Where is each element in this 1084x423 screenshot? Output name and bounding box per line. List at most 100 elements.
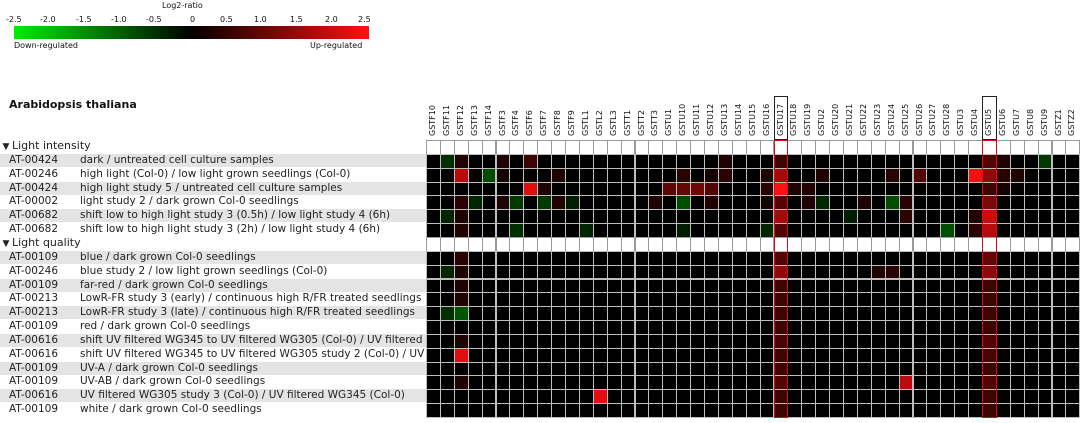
heatmap-cell[interactable]: [884, 320, 900, 335]
heatmap-cell[interactable]: [898, 153, 914, 169]
heatmap-cell[interactable]: [523, 306, 539, 322]
heatmap-cell[interactable]: [690, 389, 705, 405]
heatmap-cell[interactable]: [481, 292, 497, 308]
heatmap-cell[interactable]: [954, 181, 970, 197]
heatmap-cell[interactable]: [578, 292, 594, 308]
heatmap-cell[interactable]: [1051, 306, 1067, 322]
heatmap-cell[interactable]: [995, 250, 1011, 266]
section-header[interactable]: ▼ Light intensity: [0, 139, 426, 152]
heatmap-cell[interactable]: [995, 306, 1011, 322]
heatmap-cell[interactable]: [1051, 278, 1067, 294]
heatmap-cell[interactable]: [453, 250, 469, 266]
heatmap-cell[interactable]: [1037, 347, 1053, 363]
heatmap-cell[interactable]: [926, 195, 942, 211]
heatmap-cell[interactable]: [481, 403, 497, 418]
heatmap-cell[interactable]: [717, 264, 733, 280]
heatmap-cell[interactable]: [551, 167, 566, 183]
heatmap-cell[interactable]: [467, 250, 483, 266]
heatmap-cell[interactable]: [856, 389, 872, 405]
heatmap-cell[interactable]: [523, 389, 539, 405]
heatmap-cell[interactable]: [940, 389, 956, 405]
heatmap-cell[interactable]: [495, 347, 511, 363]
heatmap-cell[interactable]: [620, 278, 636, 294]
heatmap-cell[interactable]: [565, 403, 580, 418]
heatmap-cell[interactable]: [815, 195, 831, 211]
heatmap-cell[interactable]: [745, 195, 761, 211]
heatmap-cell[interactable]: [731, 292, 747, 308]
heatmap-cell[interactable]: [1009, 250, 1025, 266]
heatmap-cell[interactable]: [704, 181, 719, 197]
heatmap-cell[interactable]: [1051, 333, 1067, 349]
heatmap-cell[interactable]: [912, 223, 928, 238]
heatmap-cell[interactable]: [426, 389, 441, 405]
heatmap-cell[interactable]: [801, 403, 817, 418]
heatmap-cell[interactable]: [676, 181, 692, 197]
heatmap-cell[interactable]: [843, 375, 858, 391]
heatmap-cell[interactable]: [551, 223, 566, 238]
heatmap-cell[interactable]: [870, 347, 886, 363]
heatmap-cell[interactable]: [940, 195, 956, 211]
heatmap-cell[interactable]: [634, 389, 650, 405]
heatmap-cell[interactable]: [954, 306, 970, 322]
heatmap-cell[interactable]: [954, 347, 970, 363]
heatmap-cell[interactable]: [648, 389, 664, 405]
heatmap-cell[interactable]: [676, 306, 692, 322]
heatmap-cell[interactable]: [801, 306, 817, 322]
heatmap-cell[interactable]: [523, 403, 539, 418]
heatmap-cell[interactable]: [592, 389, 608, 405]
heatmap-cell[interactable]: [995, 333, 1011, 349]
heatmap-cell[interactable]: [620, 347, 636, 363]
heatmap-cell[interactable]: [620, 181, 636, 197]
heatmap-cell[interactable]: [606, 361, 622, 377]
heatmap-cell[interactable]: [717, 195, 733, 211]
heatmap-cell[interactable]: [1051, 403, 1067, 418]
heatmap-cell[interactable]: [578, 306, 594, 322]
heatmap-cell[interactable]: [648, 264, 664, 280]
heatmap-cell[interactable]: [815, 375, 831, 391]
heatmap-cell[interactable]: [565, 292, 580, 308]
heatmap-cell[interactable]: [551, 278, 566, 294]
heatmap-cell[interactable]: [870, 209, 886, 225]
heatmap-cell[interactable]: [648, 181, 664, 197]
heatmap-cell[interactable]: [898, 223, 914, 238]
heatmap-cell[interactable]: [578, 278, 594, 294]
heatmap-cell[interactable]: [717, 153, 733, 169]
heatmap-cell[interactable]: [884, 195, 900, 211]
heatmap-cell[interactable]: [912, 167, 928, 183]
heatmap-cell[interactable]: [634, 181, 650, 197]
heatmap-cell[interactable]: [843, 167, 858, 183]
heatmap-cell[interactable]: [495, 223, 511, 238]
heatmap-cell[interactable]: [439, 250, 455, 266]
heatmap-cell[interactable]: [829, 389, 844, 405]
heatmap-cell[interactable]: [801, 320, 817, 335]
heatmap-cell[interactable]: [578, 264, 594, 280]
heatmap-cell[interactable]: [926, 167, 942, 183]
heatmap-cell[interactable]: [690, 223, 705, 238]
heatmap-cell[interactable]: [426, 347, 441, 363]
heatmap-cell[interactable]: [453, 278, 469, 294]
heatmap-cell[interactable]: [467, 278, 483, 294]
heatmap-cell[interactable]: [592, 320, 608, 335]
heatmap-cell[interactable]: [606, 223, 622, 238]
heatmap-cell[interactable]: [759, 167, 775, 183]
heatmap-cell[interactable]: [648, 403, 664, 418]
heatmap-cell[interactable]: [731, 403, 747, 418]
heatmap-cell[interactable]: [467, 375, 483, 391]
heatmap-cell[interactable]: [856, 223, 872, 238]
heatmap-cell[interactable]: [606, 347, 622, 363]
heatmap-cell[interactable]: [1065, 403, 1081, 418]
heatmap-cell[interactable]: [731, 333, 747, 349]
heatmap-cell[interactable]: [759, 347, 775, 363]
heatmap-cell[interactable]: [565, 195, 580, 211]
heatmap-cell[interactable]: [523, 153, 539, 169]
heatmap-cell[interactable]: [843, 292, 858, 308]
heatmap-cell[interactable]: [870, 292, 886, 308]
heatmap-cell[interactable]: [509, 250, 525, 266]
heatmap-cell[interactable]: [467, 403, 483, 418]
heatmap-cell[interactable]: [676, 167, 692, 183]
heatmap-cell[interactable]: [787, 389, 803, 405]
heatmap-cell[interactable]: [426, 306, 441, 322]
heatmap-cell[interactable]: [968, 347, 983, 363]
heatmap-cell[interactable]: [1065, 292, 1081, 308]
heatmap-cell[interactable]: [467, 223, 483, 238]
